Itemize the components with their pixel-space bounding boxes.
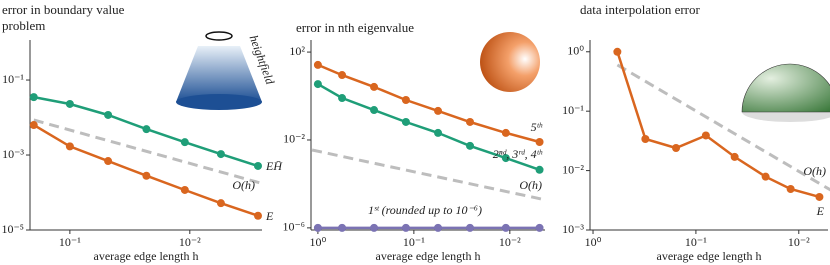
- data-point: [401, 223, 410, 232]
- data-point: [370, 223, 379, 232]
- data-point: [401, 95, 410, 104]
- illustration-hemisphere: [741, 63, 830, 122]
- data-point: [701, 131, 710, 140]
- series-line: [311, 148, 546, 202]
- data-point: [370, 106, 379, 115]
- data-point: [313, 223, 322, 232]
- x-axis-label: average edge length h: [94, 249, 199, 263]
- data-point: [65, 99, 74, 108]
- data-point: [253, 161, 262, 170]
- x-tick-label: 10⁻¹: [685, 235, 707, 249]
- x-tick-label: 10⁻²: [179, 235, 201, 249]
- series-label: 2ⁿᵈ, 3ʳᵈ, 4ᵗʰ: [493, 147, 543, 161]
- data-point: [29, 93, 38, 102]
- data-point: [142, 125, 151, 134]
- series-label: E: [816, 204, 825, 218]
- y-tick-label: 10⁻¹: [2, 72, 24, 86]
- y-tick-label: 10⁻³: [2, 147, 24, 161]
- data-point: [466, 223, 475, 232]
- x-axis-label: average edge length h: [657, 249, 762, 263]
- chart-title: error in boundary value problem: [2, 2, 125, 33]
- data-point: [401, 117, 410, 126]
- y-tick-label: 10⁻³: [562, 222, 584, 236]
- data-point: [535, 137, 544, 146]
- y-tick-label: 10⁰: [567, 44, 584, 58]
- data-point: [535, 165, 544, 174]
- y-tick-label: 10⁻⁵: [1, 222, 24, 236]
- series-label: O(h): [519, 178, 542, 192]
- y-tick-label: 10⁻²: [283, 132, 305, 146]
- data-point: [501, 223, 510, 232]
- data-point: [29, 121, 38, 130]
- series-line: [33, 118, 261, 185]
- data-point: [672, 144, 681, 153]
- data-point: [434, 128, 443, 137]
- series-label: O(h): [803, 164, 826, 178]
- y-tick-label: 10⁻²: [562, 162, 584, 176]
- data-point: [338, 223, 347, 232]
- data-point: [501, 154, 510, 163]
- x-axis-label: average edge length h: [376, 249, 481, 263]
- x-tick-label: 10⁻²: [788, 235, 810, 249]
- illustration-heightfield: [176, 31, 262, 110]
- panel: 10² 10⁻² 10⁻⁶ 10⁰ 10⁻¹ 10⁻² average edge lengt…: [282, 40, 546, 263]
- series-label: 1ˢᵗ (rounded up to 10⁻⁶): [368, 203, 482, 217]
- data-point: [815, 192, 824, 201]
- series-line: [616, 51, 820, 199]
- illustration-sphere: [480, 32, 540, 92]
- y-tick-label: 10⁻¹: [562, 103, 584, 117]
- data-point: [180, 185, 189, 194]
- series-line: [317, 63, 540, 144]
- data-point: [253, 211, 262, 220]
- data-point: [761, 172, 770, 181]
- x-tick-label: 10⁻²: [499, 235, 521, 249]
- data-point: [501, 128, 510, 137]
- series-line: [616, 63, 830, 192]
- data-point: [104, 110, 113, 119]
- x-tick-label: 10⁻¹: [59, 235, 81, 249]
- data-point: [216, 199, 225, 208]
- series-label: O(h): [232, 178, 255, 192]
- data-point: [313, 80, 322, 89]
- data-point: [338, 71, 347, 80]
- data-point: [641, 135, 650, 144]
- series-label: 5ᵗʰ: [531, 120, 543, 134]
- data-point: [65, 142, 74, 151]
- data-point: [786, 184, 795, 193]
- x-tick-label: 10⁰: [309, 235, 326, 249]
- data-point: [434, 106, 443, 115]
- data-point: [338, 94, 347, 103]
- y-tick-label: 10²: [289, 44, 305, 58]
- y-tick-label: 10⁻⁶: [282, 220, 305, 234]
- x-tick-label: 10⁻¹: [403, 235, 425, 249]
- data-point: [370, 82, 379, 91]
- data-point: [466, 141, 475, 150]
- data-point: [104, 157, 113, 166]
- data-point: [142, 171, 151, 180]
- data-point: [434, 223, 443, 232]
- series-label: E: [265, 209, 274, 223]
- x-tick-label: 10⁰: [585, 235, 602, 249]
- chart-title: error in nth eigenvalue: [296, 20, 415, 35]
- chart-title: data interpolation error: [580, 2, 700, 17]
- data-point: [730, 152, 739, 161]
- series-label: EH̄: [265, 159, 283, 173]
- data-point: [313, 60, 322, 69]
- data-point: [216, 150, 225, 159]
- data-point: [535, 223, 544, 232]
- data-point: [466, 117, 475, 126]
- data-point: [180, 138, 189, 147]
- data-point: [613, 47, 622, 56]
- series-line: [317, 83, 541, 171]
